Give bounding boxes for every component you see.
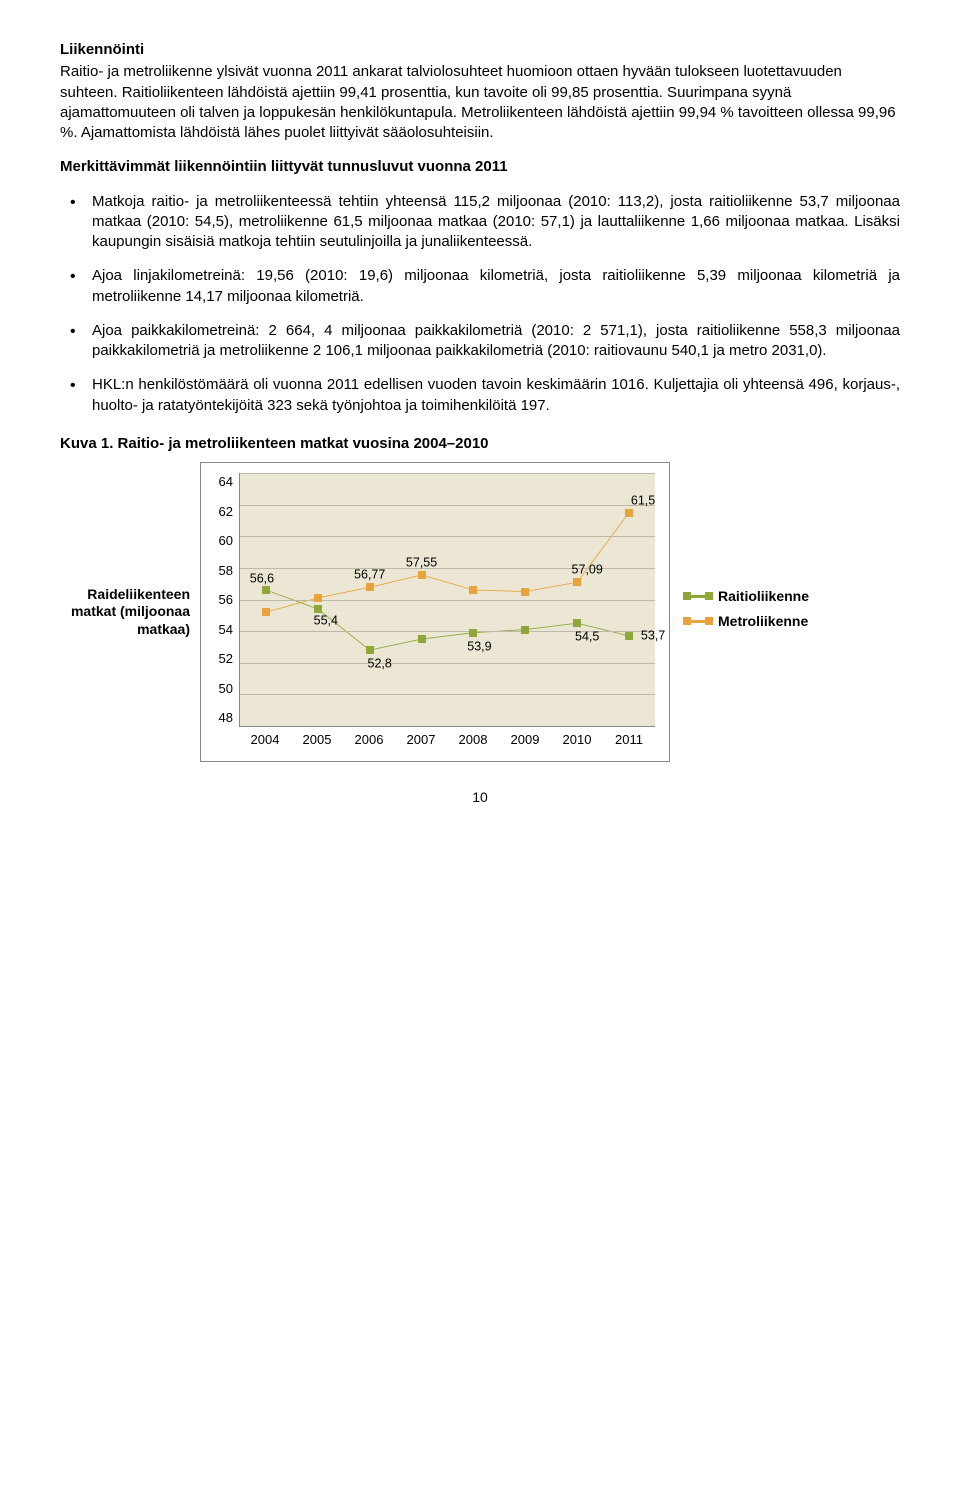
bullet-item: Matkoja raitio- ja metroliikenteessä teh… <box>92 192 900 253</box>
figure-caption: Kuva 1. Raitio- ja metroliikenteen matka… <box>60 434 900 454</box>
section-heading: Liikennöinti <box>60 40 900 60</box>
chart-plot-area: 56,7757,5557,0961,556,655,452,853,954,55… <box>239 473 655 727</box>
chart-box: 646260585654525048 56,7757,5557,0961,556… <box>200 462 670 762</box>
bullet-list: Matkoja raitio- ja metroliikenteessä teh… <box>60 192 900 416</box>
chart-xaxis: 20042005200620072008200920102011 <box>211 727 655 749</box>
chart-legend: Raitioliikenne Metroliikenne <box>670 587 809 637</box>
page-number: 10 <box>60 788 900 807</box>
legend-label: Metroliikenne <box>718 612 808 631</box>
chart-yaxis: 646260585654525048 <box>211 473 239 727</box>
legend-label: Raitioliikenne <box>718 587 809 606</box>
chart-container: Raideliikenteen matkat (miljoonaa matkaa… <box>60 462 900 762</box>
bullet-item: HKL:n henkilöstömäärä oli vuonna 2011 ed… <box>92 375 900 416</box>
bullet-item: Ajoa paikkakilometreinä: 2 664, 4 miljoo… <box>92 321 900 362</box>
legend-item-raitio: Raitioliikenne <box>684 587 809 606</box>
intro-paragraph: Raitio- ja metroliikenne ylsivät vuonna … <box>60 62 900 143</box>
bullet-item: Ajoa linjakilometreinä: 19,56 (2010: 19,… <box>92 266 900 307</box>
chart-ylabel: Raideliikenteen matkat (miljoonaa matkaa… <box>60 586 200 639</box>
legend-swatch-metro <box>684 620 712 623</box>
subheading: Merkittävimmät liikennöintiin liittyvät … <box>60 157 900 177</box>
legend-item-metro: Metroliikenne <box>684 612 809 631</box>
legend-swatch-raitio <box>684 595 712 598</box>
